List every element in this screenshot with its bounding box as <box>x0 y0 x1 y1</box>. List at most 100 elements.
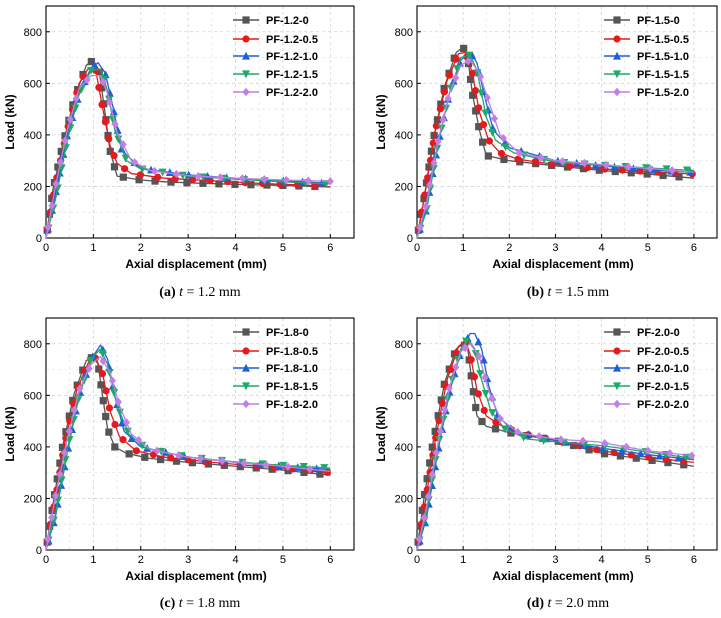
data-point <box>416 223 424 232</box>
legend-label: PF-1.8-0.5 <box>266 346 318 358</box>
y-axis-title: Load (kN) <box>374 94 388 149</box>
series-PF-2.0-2.0 <box>415 343 696 551</box>
data-point <box>648 456 656 464</box>
data-point <box>141 453 149 461</box>
x-tick-label: 4 <box>232 554 238 566</box>
legend-label: PF-1.5-1.0 <box>637 51 689 63</box>
x-tick-label: 6 <box>691 242 697 254</box>
data-point <box>131 158 139 167</box>
data-point <box>52 179 60 189</box>
data-point <box>135 176 143 184</box>
data-point <box>306 464 314 474</box>
data-point <box>194 171 202 181</box>
legend-swatch-marker <box>613 35 621 43</box>
panel-caption: (a) t = 1.2 mm <box>159 285 241 300</box>
data-point <box>428 476 437 485</box>
data-point <box>86 357 95 365</box>
y-tick-label: 600 <box>395 390 413 402</box>
y-tick-label: 800 <box>24 27 42 39</box>
caption-value: = 1.2 mm <box>183 285 241 300</box>
data-point <box>85 364 93 373</box>
y-axis-title: Load (kN) <box>3 94 17 149</box>
data-point <box>151 166 159 176</box>
data-point <box>426 180 434 189</box>
data-point <box>475 352 483 361</box>
data-point <box>452 363 460 372</box>
data-point <box>326 177 334 186</box>
data-point <box>469 91 477 99</box>
data-point <box>311 182 319 190</box>
data-point <box>105 369 114 377</box>
x-tick-label: 5 <box>645 554 651 566</box>
data-point <box>570 441 578 450</box>
x-tick-label: 3 <box>552 242 558 254</box>
data-point <box>664 458 672 467</box>
series-line <box>416 343 694 551</box>
data-point <box>675 173 683 181</box>
legend: PF-2.0-0 PF-2.0-0.5 PF-2.0-1.0 PF-2.0-1.5 PF… <box>604 327 689 411</box>
data-point <box>125 450 133 458</box>
data-point <box>579 165 588 173</box>
y-tick-label: 0 <box>407 233 413 245</box>
data-point <box>70 405 79 415</box>
data-point <box>632 454 640 462</box>
data-point <box>44 534 52 544</box>
series-PF-1.2-2.0 <box>44 74 334 239</box>
data-point <box>66 115 74 124</box>
legend-swatch-marker <box>242 87 250 97</box>
data-point <box>99 356 107 366</box>
data-point <box>436 105 444 113</box>
caption-label: (b) <box>527 285 544 300</box>
data-point <box>87 58 95 66</box>
data-point <box>501 143 510 152</box>
legend: PF-1.8-0 PF-1.8-0.5 PF-1.8-1.0 PF-1.8-1.5 PF… <box>233 327 318 411</box>
data-point <box>102 412 110 421</box>
data-point <box>580 158 589 168</box>
data-point <box>48 201 56 210</box>
x-tick-label: 6 <box>327 242 333 254</box>
x-tick-label: 5 <box>645 242 651 254</box>
data-point <box>436 427 445 436</box>
data-point <box>515 148 523 158</box>
data-point <box>105 363 114 372</box>
data-point <box>426 185 435 193</box>
x-tick-label: 0 <box>43 554 49 566</box>
data-point <box>282 175 290 185</box>
data-point <box>585 446 593 454</box>
legend-label: PF-1.8-1.0 <box>266 363 318 375</box>
data-point <box>134 435 143 445</box>
data-point <box>537 153 545 162</box>
data-point <box>601 438 609 448</box>
data-point <box>105 428 113 436</box>
legend-label: PF-1.8-0 <box>266 327 309 339</box>
data-point <box>172 457 181 465</box>
data-point <box>622 442 630 452</box>
data-point <box>437 100 445 108</box>
caption-variable: t <box>548 596 553 611</box>
data-point <box>151 177 159 185</box>
data-point <box>65 412 73 420</box>
data-point <box>434 137 442 146</box>
data-point <box>445 71 453 79</box>
data-point <box>260 175 268 184</box>
data-point <box>611 167 619 176</box>
legend: PF-1.2-0 PF-1.2-0.5 PF-1.2-1.0 PF-1.2-1.5 PF… <box>233 15 318 99</box>
caption-variable: t <box>548 285 553 300</box>
chart-panel-4: 0 1 2 3 4 5 6 0 200 400 600 800 Axial displacement (… <box>374 317 718 583</box>
y-tick-label: 200 <box>395 493 413 505</box>
data-point <box>471 87 480 95</box>
data-point <box>434 412 442 420</box>
x-tick-label: 3 <box>185 554 191 566</box>
caption-value: = 1.5 mm <box>551 285 609 300</box>
data-point <box>668 166 676 175</box>
x-axis-title: Axial displacement (mm) <box>492 569 633 583</box>
caption-value: = 2.0 mm <box>551 596 609 611</box>
x-tick-label: 5 <box>280 242 286 254</box>
data-point <box>247 181 255 189</box>
x-tick-label: 1 <box>460 554 466 566</box>
data-point <box>215 180 223 188</box>
legend-swatch-marker <box>242 382 250 391</box>
data-point <box>156 455 165 464</box>
data-point <box>426 459 434 467</box>
x-tick-label: 2 <box>138 242 144 254</box>
